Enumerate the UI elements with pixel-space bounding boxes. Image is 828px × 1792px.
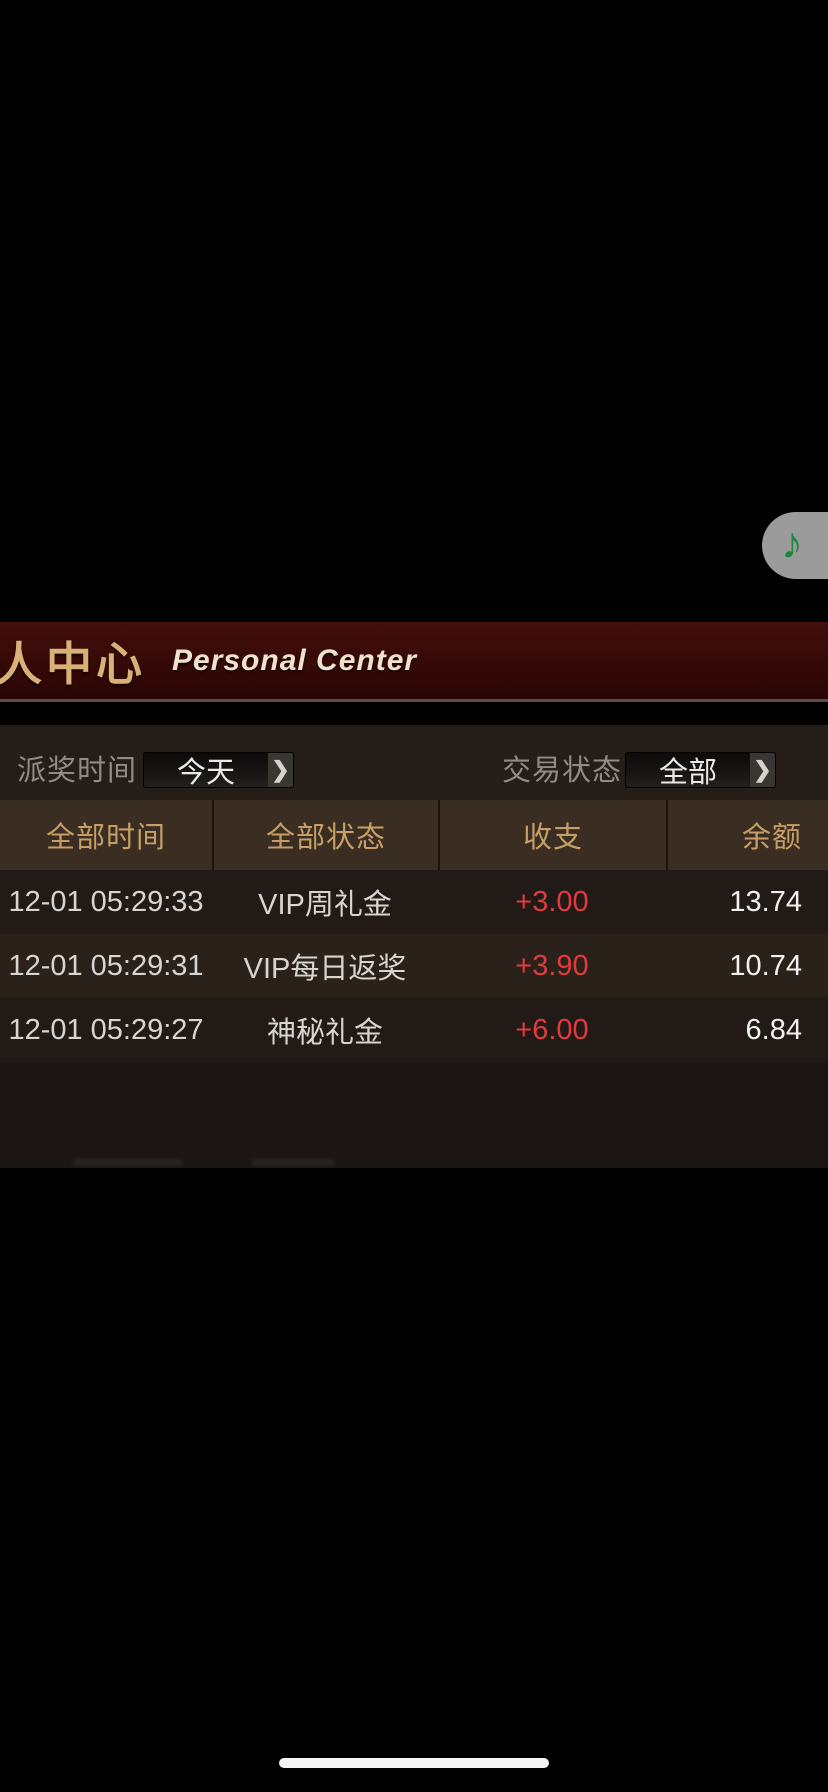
- transaction-status-value: 全部: [625, 752, 750, 789]
- transaction-status-label: 交易状态: [502, 755, 623, 787]
- payout-time-value: 今天: [143, 752, 268, 789]
- cell-amount: +3.90: [515, 949, 589, 982]
- table-row: 12-01 05:29:27 神秘礼金 +6.00 6.84: [0, 998, 828, 1062]
- table-row: 12-01 05:29:31 VIP每日返奖 +3.90 10.74: [0, 934, 828, 998]
- home-indicator[interactable]: [279, 1758, 549, 1768]
- music-note-icon: ♪: [781, 518, 803, 568]
- music-toggle-button[interactable]: ♪: [762, 512, 828, 579]
- column-header-balance: 余额: [666, 800, 828, 870]
- payout-time-dropdown[interactable]: 今天 ❯: [143, 752, 294, 789]
- cell-amount: +6.00: [515, 1013, 589, 1046]
- chevron-right-icon: ❯: [268, 752, 294, 788]
- cell-balance: 10.74: [729, 949, 802, 982]
- page-subtitle: Personal Center: [172, 643, 418, 677]
- panel-footer: [0, 1062, 828, 1168]
- chevron-right-icon: ❯: [750, 752, 776, 788]
- cell-amount: +3.00: [515, 885, 589, 918]
- column-header-time: 全部时间: [45, 822, 166, 854]
- clipped-text-fragment: [72, 1159, 182, 1166]
- table-body: 12-01 05:29:33 VIP周礼金 +3.00 13.74 12-01 …: [0, 870, 828, 1062]
- column-header-status: 全部状态: [212, 800, 438, 870]
- cell-time: 12-01 05:29:31: [8, 949, 204, 982]
- transaction-status-dropdown[interactable]: 全部 ❯: [625, 752, 776, 789]
- cell-type: VIP周礼金: [258, 889, 392, 921]
- cell-time: 12-01 05:29:33: [8, 885, 204, 918]
- column-header-amount: 收支: [438, 800, 666, 870]
- transactions-panel: 派奖时间 今天 ❯ 交易状态 全部 ❯ 全部时间 全部状态 收支 余额 12-0…: [0, 725, 828, 1168]
- filter-row: 派奖时间 今天 ❯ 交易状态 全部 ❯: [0, 725, 828, 800]
- page-title: 人中心: [0, 637, 146, 690]
- cell-type: 神秘礼金: [266, 1017, 383, 1049]
- table-row: 12-01 05:29:33 VIP周礼金 +3.00 13.74: [0, 870, 828, 934]
- clipped-text-fragment: [252, 1159, 334, 1166]
- payout-time-label: 派奖时间: [17, 755, 138, 787]
- cell-time: 12-01 05:29:27: [8, 1013, 204, 1046]
- cell-balance: 13.74: [729, 885, 802, 918]
- cell-type: VIP每日返奖: [243, 953, 407, 985]
- page-banner: 人中心 Personal Center: [0, 622, 828, 702]
- table-header: 全部时间 全部状态 收支 余额: [0, 800, 828, 870]
- cell-balance: 6.84: [745, 1013, 802, 1046]
